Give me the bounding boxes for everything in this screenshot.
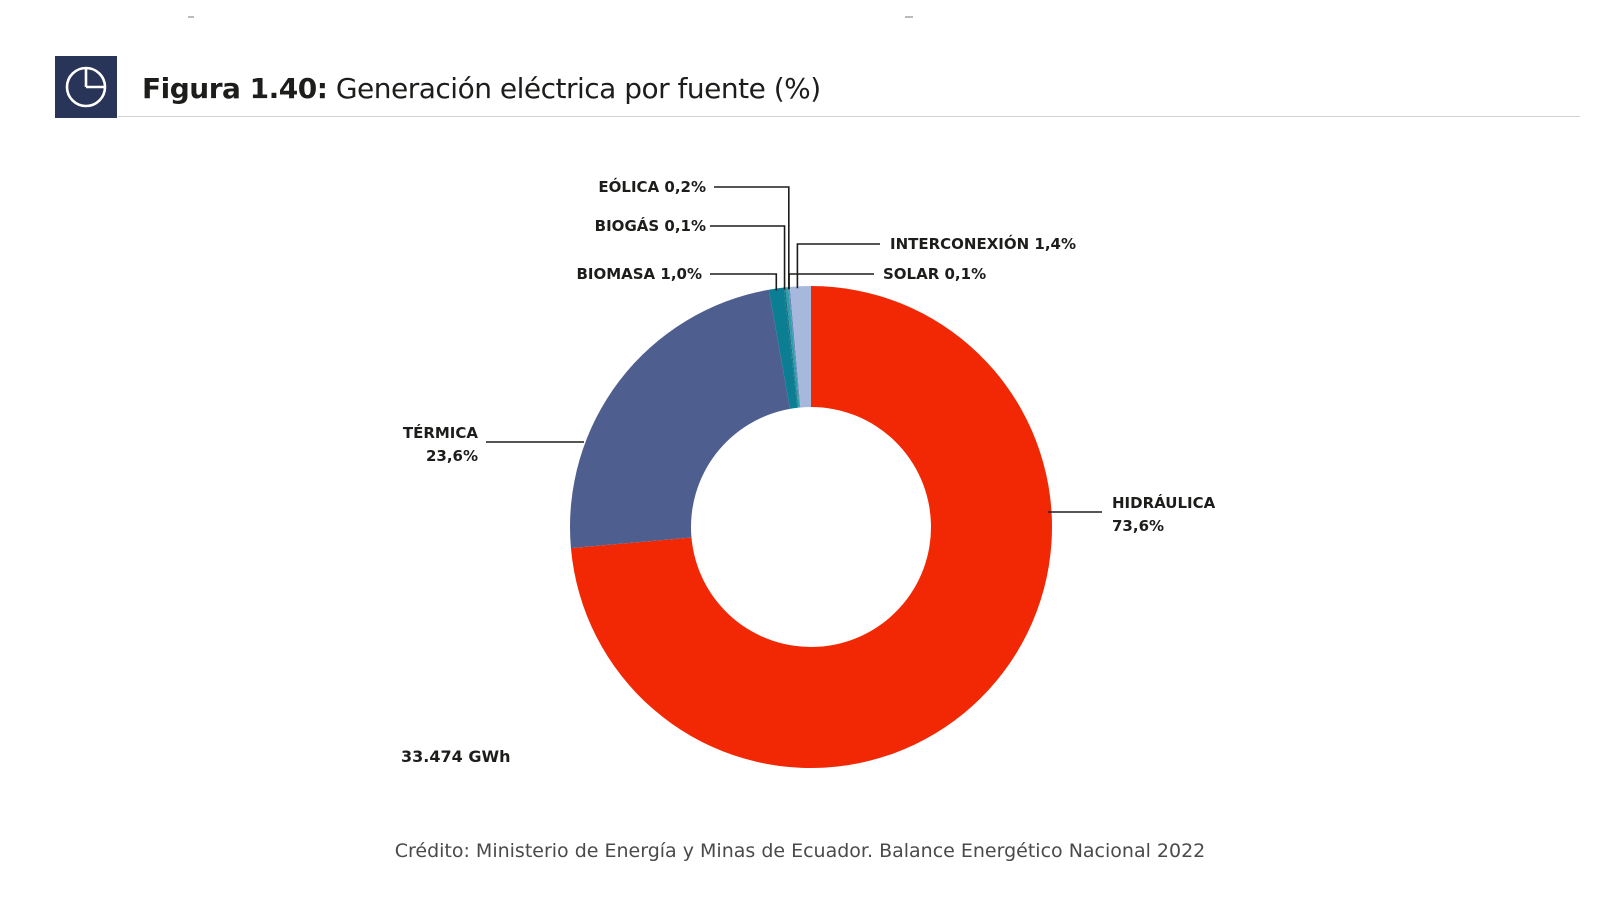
slice-label-biogas: BIOGÁS 0,1%	[595, 216, 706, 235]
slice-value-termica: 23,6%	[426, 447, 478, 465]
title-divider	[118, 116, 1580, 117]
total-label: 33.474 GWh	[401, 747, 511, 766]
top-mark	[905, 16, 913, 18]
slice-label-eolica: EÓLICA 0,2%	[598, 177, 706, 196]
credit-text: Crédito: Ministerio de Energía y Minas d…	[394, 840, 1206, 862]
figure-label: Figura 1.40:	[142, 72, 328, 105]
slice-solar	[788, 286, 801, 408]
slice-label-solar: SOLAR 0,1%	[883, 265, 986, 283]
leader-solar	[788, 273, 874, 289]
slice-label-biomasa: BIOMASA 1,0%	[576, 265, 702, 283]
slice-interconexion	[789, 286, 811, 408]
leader-interconexion	[796, 243, 880, 289]
figure-title-text: Generación eléctrica por fuente (%)	[335, 72, 821, 105]
slice-termica	[570, 289, 790, 549]
leader-eolica	[714, 186, 790, 290]
slice-label-termica: TÉRMICA	[403, 423, 479, 442]
figure-title: Figura 1.40: Generación eléctrica por fu…	[142, 72, 821, 105]
leader-biomasa	[710, 273, 778, 291]
slice-biomasa	[768, 287, 798, 409]
slice-label-hidraulica: HIDRÁULICA	[1112, 493, 1216, 512]
pie-chart-icon	[55, 56, 117, 118]
top-mark	[188, 16, 194, 18]
slice-value-hidraulica: 73,6%	[1112, 517, 1164, 535]
slice-label-interconexion: INTERCONEXIÓN 1,4%	[890, 234, 1076, 253]
slice-eolica	[785, 287, 800, 408]
leader-biogas	[710, 225, 786, 290]
slice-hidraulica	[570, 286, 1053, 769]
slice-biogas	[783, 287, 799, 408]
